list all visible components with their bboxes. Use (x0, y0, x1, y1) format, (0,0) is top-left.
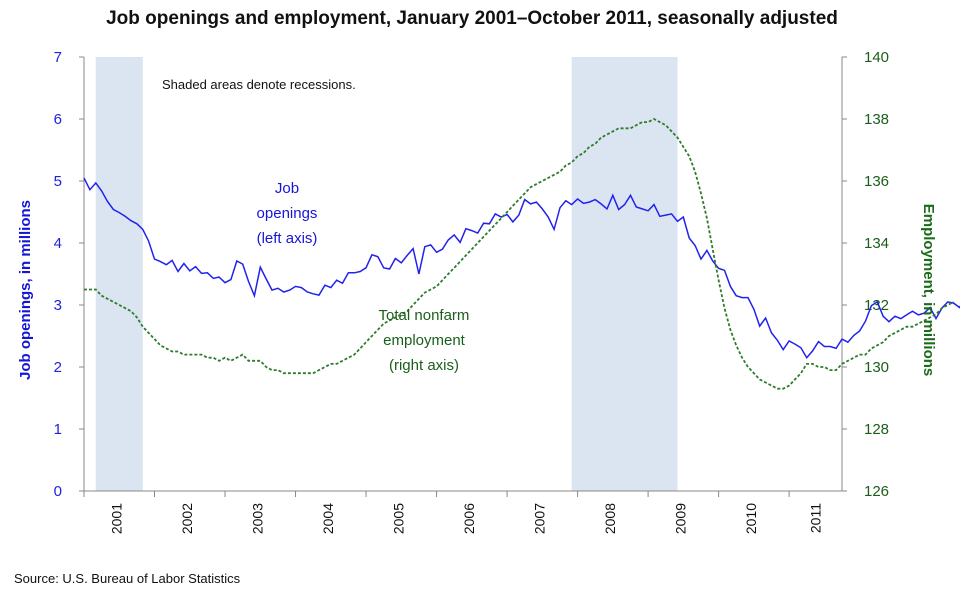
y-right-tick-label: 138 (864, 111, 889, 128)
axes: 0 1 2 3 4 5 6 7 126 128 130 132 134 136 138 140 2001 2002… (54, 49, 889, 534)
x-tick-label: 2005 (390, 503, 406, 534)
y-right-tick-label: 130 (864, 359, 889, 376)
employment-label-line: Total nonfarm (379, 307, 470, 324)
recession-shading (95, 57, 678, 491)
y-left-tick-label: 5 (54, 173, 62, 190)
employment-label-line: (right axis) (389, 357, 459, 374)
y-right-tick-label: 128 (864, 421, 889, 438)
job-openings-label-line: (left axis) (257, 230, 318, 247)
y-right-tick-label: 140 (864, 49, 889, 66)
y-right-tick-label: 126 (864, 483, 889, 500)
chart-title: Job openings and employment, January 200… (106, 8, 838, 29)
annotations: Shaded areas denote recessions. Job openin… (162, 77, 469, 374)
y-right-tick-label: 132 (864, 297, 889, 314)
y-left-tick-label: 2 (54, 359, 62, 376)
y-right-tick-label: 134 (864, 235, 889, 252)
series-line-job-openings (83, 177, 960, 359)
y-left-tick-label: 7 (54, 49, 62, 66)
job-openings-label-line: openings (257, 205, 318, 222)
y-left-tick-label: 6 (54, 111, 62, 128)
recession-note: Shaded areas denote recessions. (162, 77, 356, 92)
y-left-tick-label: 4 (54, 235, 62, 252)
x-tick-label: 2001 (108, 503, 124, 534)
x-tick-label: 2003 (249, 503, 265, 534)
y-axis-left-title: Job openings, in millions (17, 200, 34, 380)
x-tick-label: 2002 (179, 503, 195, 534)
recession-band-2 (571, 57, 678, 491)
y-left-tick-label: 1 (54, 421, 62, 438)
x-tick-label: 2008 (602, 503, 618, 534)
series-lines (83, 117, 960, 390)
x-tick-label: 2007 (531, 503, 547, 534)
employment-label-line: employment (383, 332, 466, 349)
recession-band-1 (95, 57, 143, 491)
x-tick-label: 2006 (461, 503, 477, 534)
source-note: Source: U.S. Bureau of Labor Statistics (14, 571, 241, 586)
y-left-tick-label: 0 (54, 483, 62, 500)
x-tick-label: 2011 (808, 503, 824, 533)
job-openings-label-line: Job (275, 180, 299, 197)
series-line-employment (84, 117, 955, 390)
x-tick-label: 2004 (320, 503, 336, 534)
y-left-tick-label: 3 (54, 297, 62, 314)
x-tick-label: 2010 (743, 503, 759, 534)
y-axis-right-title: Employment, in millions (920, 204, 937, 377)
x-tick-label: 2009 (672, 503, 688, 534)
y-right-tick-label: 136 (864, 173, 889, 190)
